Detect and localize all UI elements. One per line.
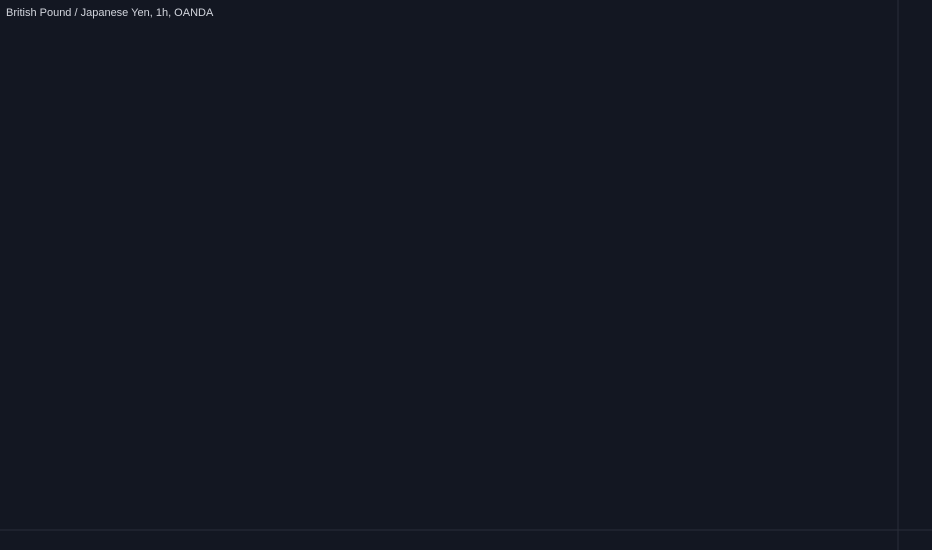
price-axis	[898, 0, 932, 550]
time-axis	[0, 530, 898, 550]
chart-title: British Pound / Japanese Yen, 1h, OANDA	[6, 7, 214, 19]
